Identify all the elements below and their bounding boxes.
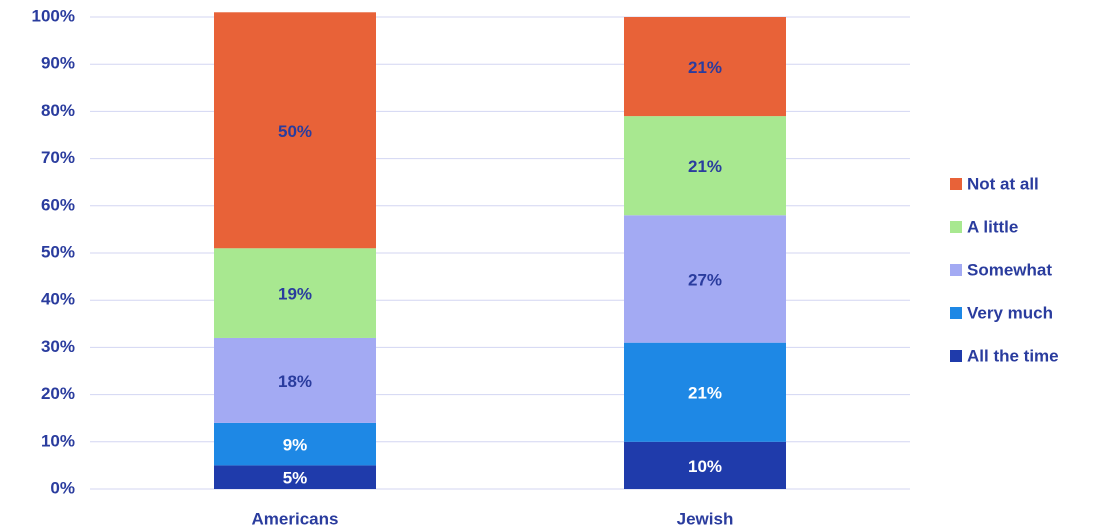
legend-label: Not at all <box>967 174 1039 193</box>
legend-swatch <box>950 350 962 362</box>
bar-segment <box>214 422 376 466</box>
data-label: 21% <box>688 58 722 77</box>
legend-swatch <box>950 178 962 190</box>
bar-segment <box>624 215 786 343</box>
y-tick-label: 40% <box>41 290 75 309</box>
bar-segment <box>214 465 376 489</box>
bar-segment <box>214 12 376 249</box>
bar-segment <box>624 342 786 442</box>
y-tick-label: 70% <box>41 148 75 167</box>
data-label: 18% <box>278 372 312 391</box>
y-tick-label: 50% <box>41 242 75 261</box>
legend-label: Somewhat <box>967 260 1052 279</box>
legend-label: A little <box>967 217 1018 236</box>
y-tick-label: 60% <box>41 195 75 214</box>
bar-segment <box>214 248 376 338</box>
y-tick-label: 80% <box>41 101 75 120</box>
data-label: 19% <box>278 285 312 304</box>
bar-segment <box>624 17 786 117</box>
data-label: 10% <box>688 457 722 476</box>
y-tick-label: 90% <box>41 54 75 73</box>
y-tick-label: 10% <box>41 431 75 450</box>
data-label: 9% <box>283 436 308 455</box>
legend-swatch <box>950 221 962 233</box>
y-tick-label: 100% <box>32 6 75 25</box>
y-tick-label: 0% <box>50 478 75 497</box>
data-label: 5% <box>283 469 308 488</box>
legend-label: All the time <box>967 346 1059 365</box>
x-tick-label: Americans <box>252 509 339 528</box>
legend-label: Very much <box>967 303 1053 322</box>
y-tick-label: 30% <box>41 337 75 356</box>
legend-swatch <box>950 307 962 319</box>
y-tick-label: 20% <box>41 384 75 403</box>
bar-segment <box>624 441 786 489</box>
data-label: 21% <box>688 157 722 176</box>
data-label: 27% <box>688 270 722 289</box>
data-label: 50% <box>278 122 312 141</box>
legend-swatch <box>950 264 962 276</box>
x-tick-label: Jewish <box>677 509 734 528</box>
bar-segment <box>214 337 376 423</box>
data-label: 21% <box>688 384 722 403</box>
bar-segment <box>624 116 786 216</box>
